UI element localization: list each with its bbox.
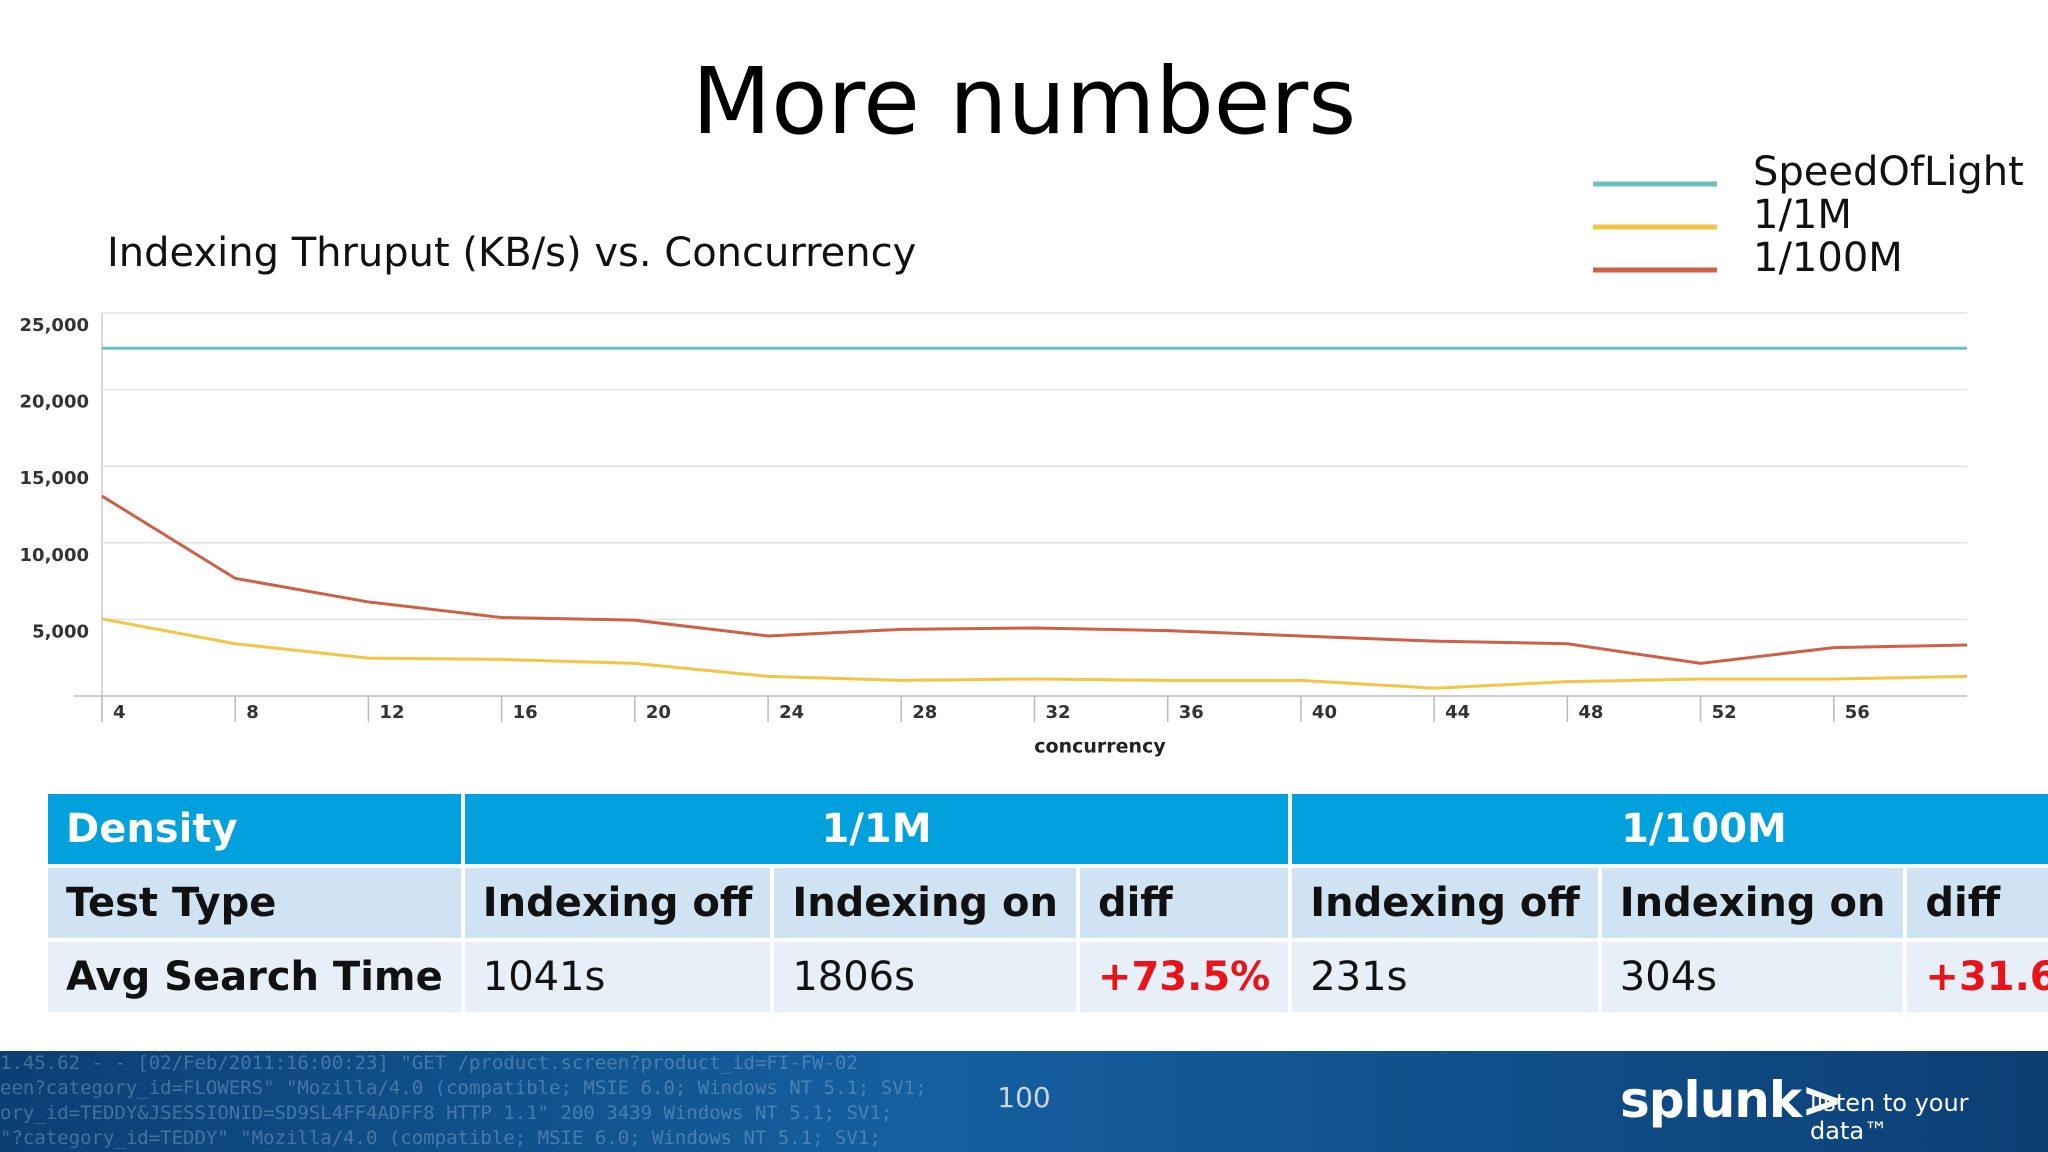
footer: 1.45.62 - - [02/Feb/2011:16:00:23] "GET … bbox=[0, 1051, 2048, 1152]
y-tick-label: 5,000 bbox=[32, 621, 89, 642]
cell: 1041s bbox=[464, 942, 771, 1012]
chart: Indexing Thruput (KB/s) vs. Concurrency … bbox=[20, 149, 2024, 758]
cell: Indexing off bbox=[1292, 868, 1598, 938]
x-tick-label: 56 bbox=[1845, 702, 1870, 723]
legend-label: 1/100M bbox=[1753, 235, 1903, 281]
cell: +31.6% bbox=[1907, 942, 2048, 1012]
x-tick-label: 40 bbox=[1312, 702, 1337, 723]
cell: 231s bbox=[1292, 942, 1598, 1012]
log-line: een?category_id=FLOWERS" "Mozilla/4.0 (c… bbox=[0, 1077, 927, 1099]
results-table: Density 1/1M 1/100M Test Type Indexing o… bbox=[44, 790, 2048, 1016]
x-tick-label: 44 bbox=[1445, 702, 1470, 723]
background-log-text: 1.45.62 - - [02/Feb/2011:16:00:23] "GET … bbox=[0, 1051, 927, 1151]
cell: Test Type bbox=[48, 868, 461, 938]
cell: 304s bbox=[1601, 942, 1904, 1012]
x-tick-label: 32 bbox=[1046, 702, 1071, 723]
y-tick-label: 25,000 bbox=[20, 315, 89, 336]
x-tick-label: 16 bbox=[513, 702, 538, 723]
x-axis-label: concurrency bbox=[1034, 736, 1166, 758]
x-tick-label: 28 bbox=[912, 702, 937, 723]
x-tick-label: 20 bbox=[646, 702, 671, 723]
x-tick-label: 36 bbox=[1179, 702, 1204, 723]
log-line: "?category_id=TEDDY" "Mozilla/4.0 (compa… bbox=[0, 1127, 881, 1149]
x-tick-label: 24 bbox=[779, 702, 804, 723]
header-cell: 1/1M bbox=[464, 794, 1289, 864]
logo: splunk> bbox=[1620, 1071, 1843, 1129]
cell: diff bbox=[1079, 868, 1289, 938]
y-tick-label: 15,000 bbox=[20, 468, 89, 489]
header-row: Density 1/1M 1/100M bbox=[48, 794, 2048, 864]
cell: Indexing on bbox=[1601, 868, 1904, 938]
slide-title: More numbers bbox=[691, 48, 1357, 155]
x-tick-label: 8 bbox=[246, 702, 259, 723]
log-line: ory_id=TEDDY&JSESSIONID=SD9SL4FF4ADFF8 H… bbox=[0, 1102, 893, 1124]
cell: +73.5% bbox=[1079, 942, 1289, 1012]
series-line bbox=[101, 617, 1968, 690]
series-line bbox=[101, 494, 1968, 665]
legend-label: SpeedOfLight bbox=[1753, 149, 2024, 195]
chart-title: Indexing Thruput (KB/s) vs. Concurrency bbox=[107, 230, 916, 276]
table-row: Avg Search Time 1041s 1806s +73.5% 231s … bbox=[48, 942, 2048, 1012]
cell: 1806s bbox=[774, 942, 1076, 1012]
x-tick-label: 48 bbox=[1578, 702, 1603, 723]
legend-label: 1/1M bbox=[1753, 192, 1852, 238]
x-tick-label: 12 bbox=[379, 702, 404, 723]
table-row: Test Type Indexing off Indexing on diff … bbox=[48, 868, 2048, 938]
page-number: 100 bbox=[997, 1081, 1051, 1114]
y-tick-label: 10,000 bbox=[20, 545, 89, 566]
cell: Avg Search Time bbox=[48, 942, 461, 1012]
cell: Indexing on bbox=[774, 868, 1076, 938]
log-line: 1.45.62 - - [02/Feb/2011:16:00:23] "GET … bbox=[0, 1052, 858, 1074]
header-cell: Density bbox=[48, 794, 461, 864]
x-tick-label: 4 bbox=[113, 702, 126, 723]
cell: diff bbox=[1907, 868, 2048, 938]
x-tick-label: 52 bbox=[1712, 702, 1737, 723]
cell: Indexing off bbox=[464, 868, 771, 938]
tagline: listen to your data™ bbox=[1810, 1089, 1969, 1145]
header-cell: 1/100M bbox=[1292, 794, 2048, 864]
y-tick-label: 20,000 bbox=[20, 392, 89, 413]
